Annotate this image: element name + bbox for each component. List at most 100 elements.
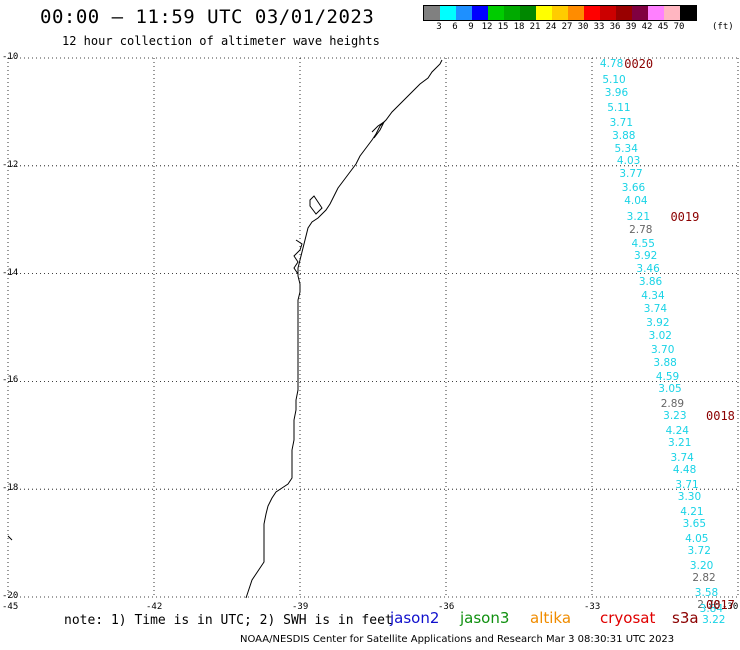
- lat-label: -10: [2, 52, 19, 62]
- legend-label: 3: [436, 22, 442, 32]
- wave-height-reading: 3.71: [609, 116, 634, 129]
- legend-labels: 3 6 9 12 15 18 21 24 27 30 33 36 39 42 45 70: [423, 22, 740, 34]
- track-pass-label: 0020: [624, 57, 654, 72]
- wave-height-reading: 3.66: [621, 182, 646, 195]
- coast-detail-1: [371, 120, 386, 139]
- legend-label: 21: [529, 22, 541, 32]
- legend-swatch: [584, 6, 600, 20]
- footer-note: note: 1) Time is in UTC; 2) SWH is in fe…: [64, 613, 393, 628]
- wave-height-reading: 3.22: [702, 613, 726, 626]
- legend-swatch: [552, 6, 568, 20]
- wave-height-reading: 2.89: [660, 398, 685, 411]
- wave-height-reading: 5.11: [607, 101, 631, 114]
- credit-line: NOAA/NESDIS Center for Satellite Applica…: [240, 634, 675, 645]
- wave-height-reading: 3.92: [646, 317, 670, 330]
- wave-height-reading: 3.20: [689, 559, 714, 572]
- track-pass-label: 0019: [670, 210, 700, 224]
- legend-label: 6: [452, 22, 458, 32]
- lat-label: -18: [2, 483, 19, 494]
- satellite-s3a: s3a: [672, 609, 699, 627]
- legend-swatch: [520, 6, 536, 20]
- wave-height-reading: 4.78: [599, 58, 624, 71]
- map-title: 00:00 – 11:59 UTC 03/01/2023: [40, 6, 375, 28]
- legend-label: 12: [481, 22, 493, 32]
- legend-label: 18: [513, 22, 525, 32]
- wave-height-reading: 4.04: [624, 194, 648, 207]
- coastline: [245, 59, 443, 599]
- wave-height-reading: 3.77: [619, 167, 643, 180]
- legend-label: 24: [545, 22, 557, 32]
- map-subtitle: 12 hour collection of altimeter wave hei…: [62, 34, 380, 48]
- wave-height-reading: 3.72: [687, 545, 711, 558]
- legend-swatch: [440, 6, 456, 20]
- wave-height-reading: 5.10: [602, 73, 626, 86]
- wave-height-reading: 4.05: [685, 532, 709, 545]
- wave-height-reading: 4.59: [655, 371, 680, 384]
- wave-height-reading: 4.03: [616, 155, 641, 168]
- lon-label: -42: [146, 602, 163, 612]
- lat-label: -20: [2, 591, 19, 601]
- legend-swatch: [472, 6, 488, 20]
- wave-height-reading: 3.84: [699, 602, 724, 615]
- wave-height-reading: 3.46: [636, 263, 660, 276]
- legend-label: 39: [625, 22, 637, 32]
- lat-label: -12: [2, 159, 19, 170]
- wave-height-reading: 3.21: [626, 211, 651, 223]
- legend-label: 42: [641, 22, 653, 32]
- legend-swatch: [632, 6, 648, 20]
- legend-swatch: [504, 6, 520, 20]
- wave-height-reading: 3.88: [653, 356, 677, 369]
- wave-height-reading: 4.55: [631, 237, 655, 250]
- coast-detail-3: [293, 239, 303, 275]
- wave-height-reading: 3.74: [643, 302, 668, 315]
- wave-height-reading: 3.65: [682, 518, 707, 531]
- legend-swatch: [616, 6, 632, 20]
- wave-height-reading: 2.82: [692, 572, 716, 585]
- lon-label: -33: [584, 602, 601, 612]
- wave-height-reading: 2.78: [629, 224, 653, 237]
- legend-swatch: [424, 6, 440, 20]
- wave-height-reading: 3.74: [670, 451, 694, 464]
- lat-label: -16: [2, 375, 19, 386]
- lat-label: -14: [2, 267, 19, 278]
- legend-label: 33: [593, 22, 605, 32]
- legend-swatch: [536, 6, 552, 20]
- track-pass-label: 0017: [706, 598, 735, 613]
- wave-height-reading: 3.21: [668, 437, 692, 450]
- legend-swatch: [664, 6, 680, 20]
- legend-swatch: [568, 6, 584, 20]
- legend-label: 45: [657, 22, 669, 32]
- wave-height-reading: 3.05: [658, 383, 682, 396]
- wave-height-reading: 5.34: [614, 142, 638, 155]
- legend-swatch: [680, 6, 696, 20]
- lon-label: -39: [292, 602, 309, 612]
- wave-height-reading: 4.21: [680, 505, 704, 518]
- legend-label: 15: [497, 22, 509, 32]
- wave-height-reading: 3.30: [677, 491, 702, 504]
- legend-swatch: [456, 6, 472, 20]
- lon-label: -30: [722, 602, 739, 612]
- lon-label: -45: [2, 602, 19, 612]
- coast-detail-4: [7, 535, 13, 541]
- grid-lines: [7, 57, 739, 598]
- legend-swatch: [648, 6, 664, 20]
- satellite-jason2: jason2: [390, 609, 440, 627]
- legend-label: 30: [577, 22, 589, 32]
- satellite-cryosat: cryosat: [600, 609, 656, 627]
- wave-height-reading: 3.58: [694, 586, 719, 599]
- legend-unit: (ft): [712, 22, 734, 32]
- legend-label: 27: [561, 22, 573, 32]
- color-legend: [423, 5, 697, 21]
- legend-label: 9: [468, 22, 474, 32]
- wave-height-reading: 3.88: [612, 130, 636, 143]
- wave-height-reading: 3.96: [604, 87, 629, 100]
- wave-height-reading: 3.23: [663, 410, 687, 423]
- satellite-jason3: jason3: [460, 609, 510, 627]
- satellite-altika: altika: [530, 609, 572, 627]
- wave-height-reading: 4.34: [641, 290, 665, 303]
- wave-height-reading: 3.92: [633, 250, 658, 263]
- legend-swatch: [488, 6, 504, 20]
- wave-height-reading: 3.71: [675, 478, 699, 491]
